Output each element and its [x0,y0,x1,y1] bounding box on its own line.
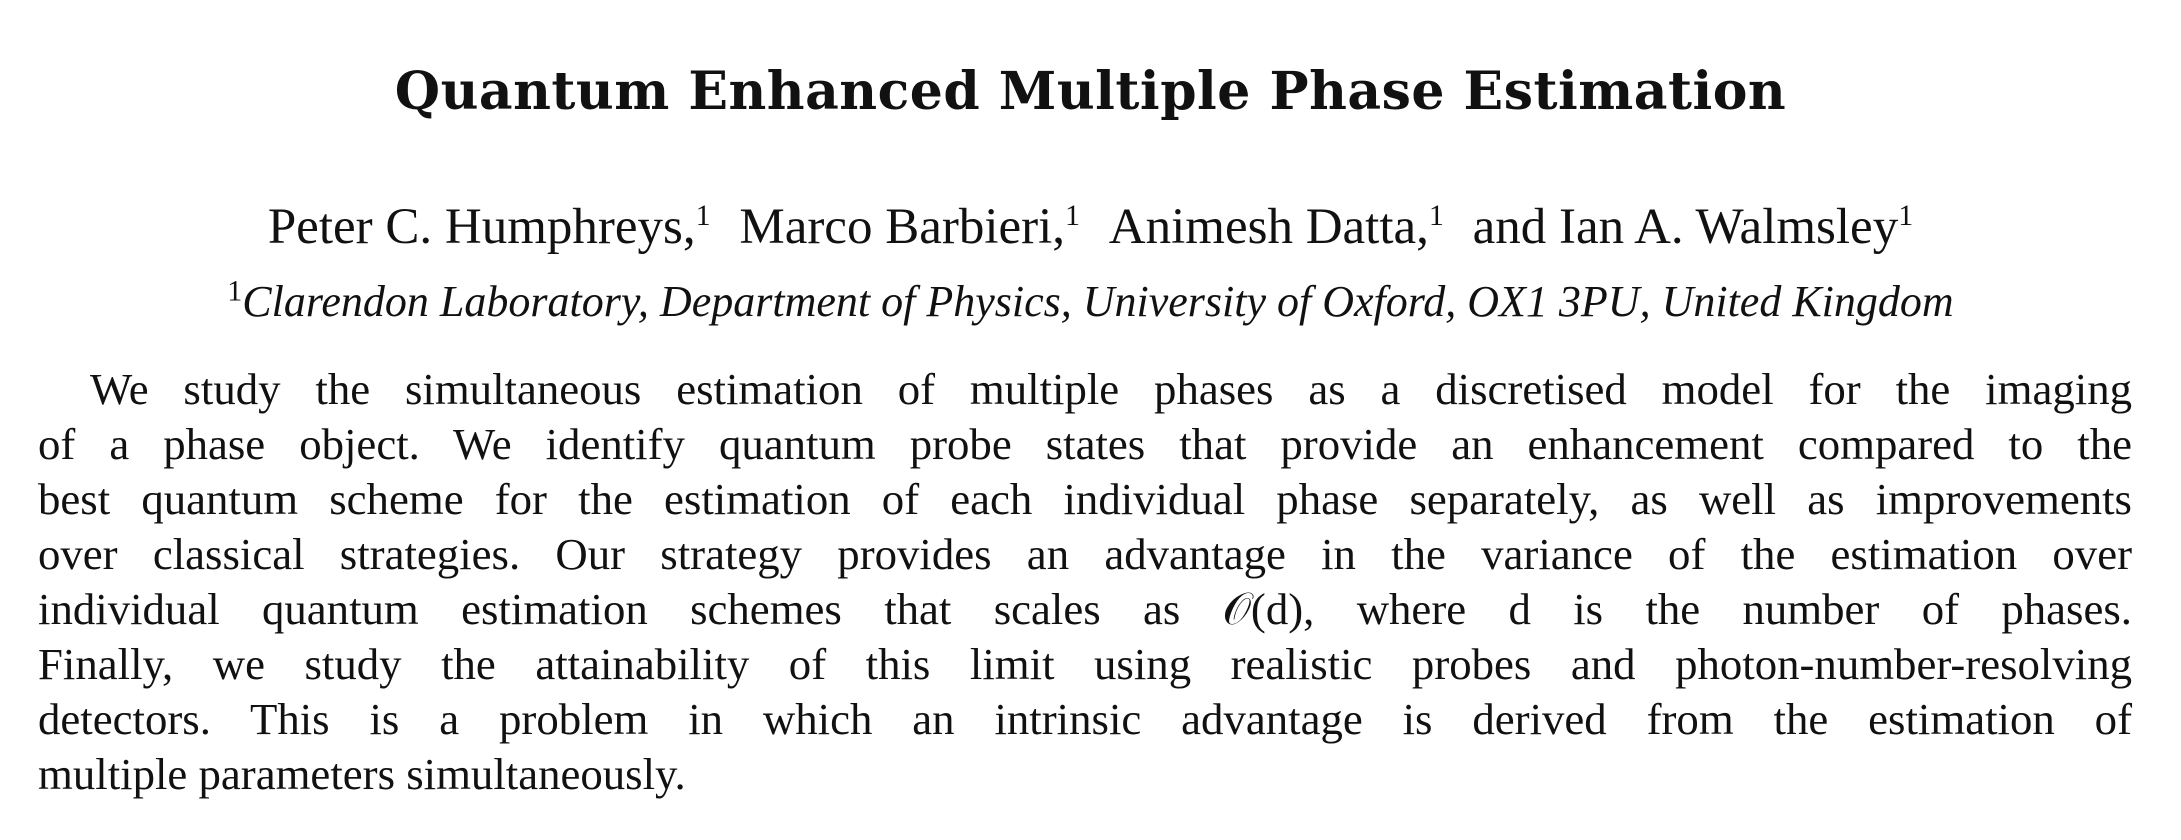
author-list: Peter C. Humphreys,1 Marco Barbieri,1 An… [0,192,2181,262]
affiliation-marker: 1 [1065,199,1081,232]
affiliation-marker: 1 [1898,199,1914,232]
abstract-line: We study the simultaneous estimation of … [90,364,2132,414]
abstract-line: best quantum scheme for the estimation o… [38,474,2132,524]
author-name: Marco Barbieri, [739,199,1066,255]
affiliation-text: Clarendon Laboratory, Department of Phys… [242,277,1954,326]
affiliation-marker: 1 [1428,199,1444,232]
author-1: Peter C. Humphreys,1 [268,199,711,255]
abstract-line: Finally, we study the attainability of t… [38,639,2132,689]
affiliation: 1Clarendon Laboratory, Department of Phy… [0,270,2181,334]
author-4: and Ian A. Walmsley1 [1473,199,1914,255]
affiliation-marker: 1 [695,199,711,232]
abstract: We study the simultaneous estimation of … [38,362,2132,802]
abstract-line: detectors. This is a problem in which an… [38,694,2132,744]
author-2: Marco Barbieri,1 [739,199,1080,255]
author-name: and Ian A. Walmsley [1472,199,1899,255]
abstract-line: over classical strategies. Our strategy … [38,529,2132,579]
abstract-line: individual quantum estimation schemes th… [38,584,2132,634]
abstract-line: multiple parameters simultaneously. [38,749,686,799]
author-3: Animesh Datta,1 [1109,199,1444,255]
affiliation-marker: 1 [227,274,243,308]
abstract-line: of a phase object. We identify quantum p… [38,419,2132,469]
author-name: Animesh Datta, [1108,199,1429,255]
paper-title: Quantum Enhanced Multiple Phase Estimati… [394,61,1787,122]
author-name: Peter C. Humphreys, [267,199,696,255]
